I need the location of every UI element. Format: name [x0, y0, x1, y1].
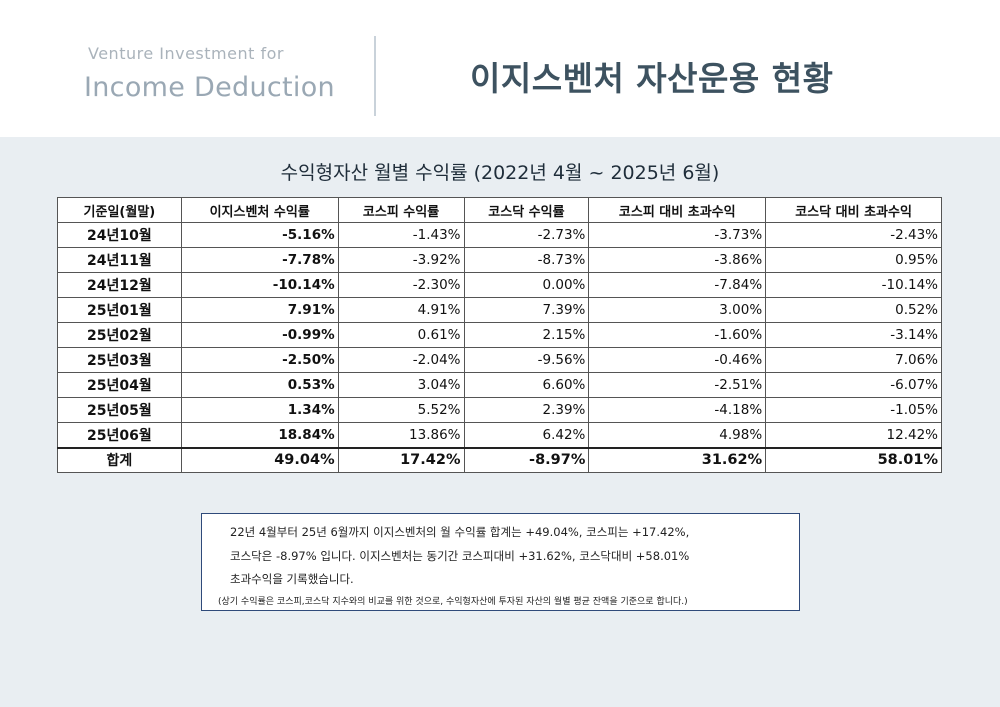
kospi-total-cell: 17.42% [337, 447, 465, 473]
aegis-return-cell: 18.84% [180, 422, 339, 448]
note-line: 초과수익을 기록했습니다. [230, 572, 354, 586]
kosdaq-excess-cell: 0.52% [765, 297, 942, 323]
total-row: 합계 49.04% 17.42% -8.97% 31.62% 58.01% [57, 447, 942, 473]
table-row: 25년02월 -0.99% 0.61% 2.15% -1.60% -3.14% [57, 322, 942, 348]
page-title: 이지스벤처 자산운용 현황 [470, 59, 834, 98]
table-row: 24년11월 -7.78% -3.92% -8.73% -3.86% 0.95% [57, 247, 942, 273]
kosdaq-return-cell: 7.39% [463, 297, 590, 323]
header-divider [374, 36, 376, 116]
table-row: 25년01월 7.91% 4.91% 7.39% 3.00% 0.52% [57, 297, 942, 323]
table-row: 24년12월 -10.14% -2.30% 0.00% -7.84% -10.1… [57, 272, 942, 298]
column-header: 코스피 대비 초과수익 [588, 197, 767, 223]
table-row: 25년06월 18.84% 13.86% 6.42% 4.98% 12.42% [57, 422, 942, 448]
aegis-total-cell: 49.04% [180, 447, 339, 473]
summary-note-box: 22년 4월부터 25년 6월까지 이지스벤처의 월 수익률 합계는 +49.0… [201, 513, 800, 611]
kosdaq-return-cell: 2.15% [463, 322, 590, 348]
table-row: 25년05월 1.34% 5.52% 2.39% -4.18% -1.05% [57, 397, 942, 423]
kosdaq-return-cell: -2.73% [463, 222, 590, 248]
column-header: 코스피 수익률 [337, 197, 465, 223]
note-line: 코스닥은 -8.97% 입니다. 이지스벤처는 동기간 코스피대비 +31.62… [230, 549, 690, 563]
column-header: 코스닥 대비 초과수익 [765, 197, 942, 223]
kosdaq-excess-cell: -6.07% [765, 372, 942, 398]
kosdaq-excess-total-cell: 58.01% [765, 447, 942, 473]
table-row: 25년03월 -2.50% -2.04% -9.56% -0.46% 7.06% [57, 347, 942, 373]
date-cell: 25년03월 [57, 347, 182, 373]
date-cell: 25년01월 [57, 297, 182, 323]
kospi-return-cell: -3.92% [337, 247, 465, 273]
kospi-excess-cell: 4.98% [588, 422, 767, 448]
date-cell: 24년10월 [57, 222, 182, 248]
total-label-cell: 합계 [57, 447, 182, 473]
kospi-excess-cell: -0.46% [588, 347, 767, 373]
kosdaq-return-cell: -8.73% [463, 247, 590, 273]
kosdaq-excess-cell: -10.14% [765, 272, 942, 298]
kosdaq-excess-cell: 12.42% [765, 422, 942, 448]
aegis-return-cell: -5.16% [180, 222, 339, 248]
kospi-excess-cell: 3.00% [588, 297, 767, 323]
date-cell: 25년06월 [57, 422, 182, 448]
column-header: 이지스벤처 수익률 [180, 197, 339, 223]
aegis-return-cell: 7.91% [180, 297, 339, 323]
kosdaq-total-cell: -8.97% [463, 447, 590, 473]
kospi-return-cell: -2.30% [337, 272, 465, 298]
column-header: 코스닥 수익률 [463, 197, 590, 223]
kosdaq-return-cell: -9.56% [463, 347, 590, 373]
returns-table: 기준일(월말) 이지스벤처 수익률 코스피 수익률 코스닥 수익률 코스피 대비… [57, 197, 942, 473]
brand-tagline-bottom: Income Deduction [84, 72, 335, 103]
date-cell: 25년04월 [57, 372, 182, 398]
note-line: 22년 4월부터 25년 6월까지 이지스벤처의 월 수익률 합계는 +49.0… [230, 525, 690, 539]
kospi-return-cell: 3.04% [337, 372, 465, 398]
brand-tagline-top: Venture Investment for [88, 44, 284, 63]
aegis-return-cell: -7.78% [180, 247, 339, 273]
kosdaq-return-cell: 6.60% [463, 372, 590, 398]
kospi-excess-total-cell: 31.62% [588, 447, 767, 473]
date-cell: 24년12월 [57, 272, 182, 298]
aegis-return-cell: 0.53% [180, 372, 339, 398]
column-header: 기준일(월말) [57, 197, 182, 223]
kospi-return-cell: 0.61% [337, 322, 465, 348]
header: Venture Investment for Income Deduction … [0, 0, 1000, 137]
kosdaq-return-cell: 0.00% [463, 272, 590, 298]
kospi-return-cell: 4.91% [337, 297, 465, 323]
aegis-return-cell: 1.34% [180, 397, 339, 423]
date-cell: 25년02월 [57, 322, 182, 348]
note-footnote: (상기 수익률은 코스피,코스닥 지수와의 비교를 위한 것으로, 수익형자산에… [218, 597, 688, 607]
kosdaq-excess-cell: -3.14% [765, 322, 942, 348]
table-row: 24년10월 -5.16% -1.43% -2.73% -3.73% -2.43… [57, 222, 942, 248]
table-title: 수익형자산 월별 수익률 (2022년 4월 ~ 2025년 6월) [280, 162, 720, 184]
kosdaq-excess-cell: -2.43% [765, 222, 942, 248]
kospi-excess-cell: -3.86% [588, 247, 767, 273]
kosdaq-excess-cell: 0.95% [765, 247, 942, 273]
aegis-return-cell: -2.50% [180, 347, 339, 373]
kospi-excess-cell: -1.60% [588, 322, 767, 348]
kosdaq-excess-cell: 7.06% [765, 347, 942, 373]
kosdaq-excess-cell: -1.05% [765, 397, 942, 423]
date-cell: 25년05월 [57, 397, 182, 423]
table-row: 25년04월 0.53% 3.04% 6.60% -2.51% -6.07% [57, 372, 942, 398]
kospi-excess-cell: -4.18% [588, 397, 767, 423]
kospi-return-cell: -2.04% [337, 347, 465, 373]
kospi-return-cell: -1.43% [337, 222, 465, 248]
aegis-return-cell: -0.99% [180, 322, 339, 348]
kospi-excess-cell: -7.84% [588, 272, 767, 298]
table-header-row: 기준일(월말) 이지스벤처 수익률 코스피 수익률 코스닥 수익률 코스피 대비… [57, 197, 942, 223]
kospi-return-cell: 13.86% [337, 422, 465, 448]
kospi-return-cell: 5.52% [337, 397, 465, 423]
date-cell: 24년11월 [57, 247, 182, 273]
aegis-return-cell: -10.14% [180, 272, 339, 298]
kosdaq-return-cell: 2.39% [463, 397, 590, 423]
kospi-excess-cell: -2.51% [588, 372, 767, 398]
kosdaq-return-cell: 6.42% [463, 422, 590, 448]
kospi-excess-cell: -3.73% [588, 222, 767, 248]
